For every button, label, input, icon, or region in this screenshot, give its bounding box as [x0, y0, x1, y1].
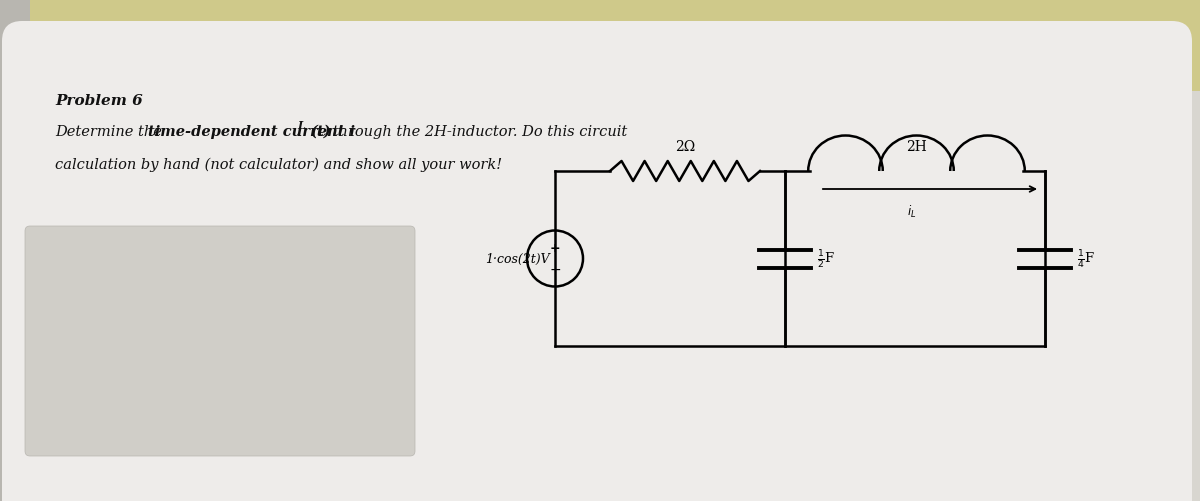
FancyBboxPatch shape — [25, 226, 415, 456]
Text: 2Ω: 2Ω — [674, 140, 695, 154]
Text: through the 2H-inductor. Do this circuit: through the 2H-inductor. Do this circuit — [329, 125, 628, 139]
Text: L: L — [296, 120, 305, 131]
Text: Problem 6: Problem 6 — [55, 94, 143, 108]
Text: time-dependent current i: time-dependent current i — [148, 125, 355, 139]
Text: $\frac{1}{4}$F: $\frac{1}{4}$F — [1078, 248, 1096, 270]
FancyBboxPatch shape — [2, 22, 1192, 501]
Bar — [0, 0, 1200, 92]
Text: +: + — [550, 241, 560, 255]
Text: calculation by hand (not calculator) and show all your work!: calculation by hand (not calculator) and… — [55, 158, 502, 172]
Bar — [0, 0, 30, 501]
Text: $i_L$: $i_L$ — [907, 203, 916, 219]
Text: $\frac{1}{2}$F: $\frac{1}{2}$F — [817, 248, 835, 270]
Text: (t): (t) — [310, 125, 330, 139]
Text: 2H: 2H — [906, 140, 926, 154]
Text: 1·cos(2t)V: 1·cos(2t)V — [485, 253, 550, 266]
Text: −: − — [550, 262, 560, 276]
Text: Determine the: Determine the — [55, 125, 167, 139]
